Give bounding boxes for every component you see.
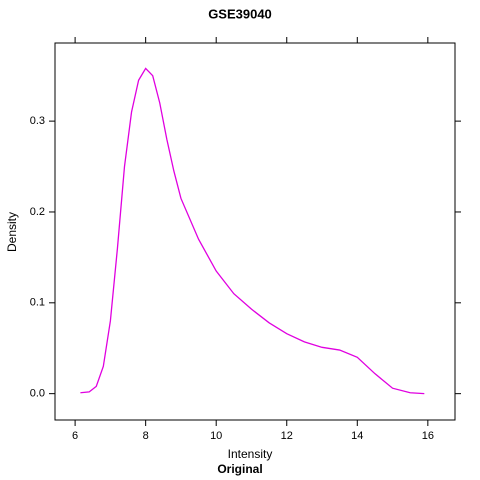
y-tick-label: 0.1 [30,297,45,309]
x-tick-label: 12 [281,430,293,442]
sub-label: Original [217,462,262,476]
x-tick-label: 6 [72,430,78,442]
panel-frame [54,42,456,421]
x-tick-label: 16 [422,430,434,442]
x-tick-label: 14 [351,430,363,442]
chart-title: GSE39040 [208,6,272,21]
x-axis-label: Intensity [228,447,273,461]
y-tick-label: 0.3 [30,115,45,127]
x-tick-label: 10 [210,430,222,442]
y-axis-label: Density [5,212,19,252]
y-tick-label: 0.0 [30,388,45,400]
density-line [80,67,425,395]
y-tick-label: 0.2 [30,206,45,218]
x-tick-label: 8 [143,430,149,442]
